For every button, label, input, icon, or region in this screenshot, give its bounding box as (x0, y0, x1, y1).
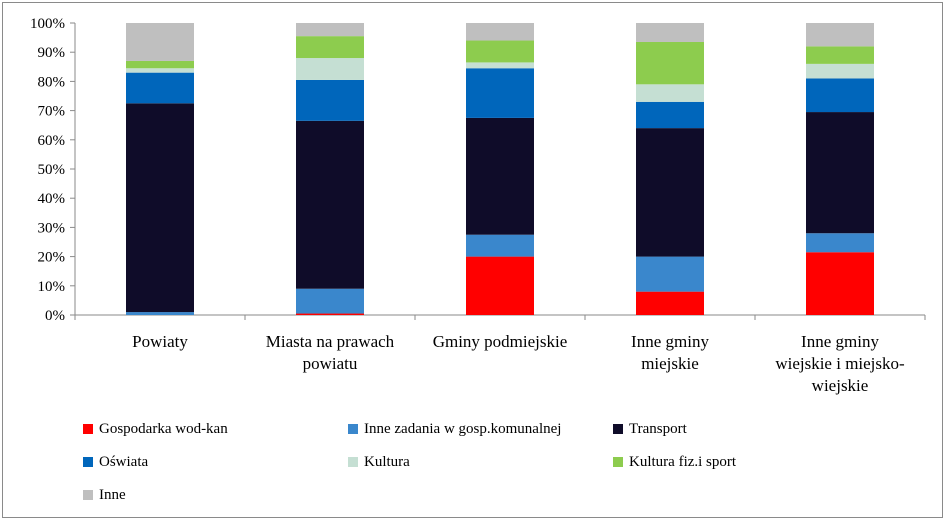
bar-segment (806, 233, 874, 253)
bar-segment (296, 120, 364, 289)
y-tick-label: 30% (38, 220, 66, 236)
labels-layer: Powiaty Miasta na prawach powiatu Gminy pod… (132, 332, 905, 395)
bar-segment (126, 312, 194, 315)
legend-item: Gospodarka wod-kan (83, 419, 348, 439)
x-category-label: Miasta na prawach powiatu (266, 332, 395, 373)
legend-swatch (613, 457, 623, 467)
legend-label: Gospodarka wod-kan (99, 420, 228, 437)
bar-segment (296, 288, 364, 314)
bar-segment (806, 23, 874, 47)
legend: Gospodarka wod-kan Inne zadania w gosp.ko… (83, 419, 903, 505)
bar-segment (296, 36, 364, 59)
bar-segment (636, 291, 704, 315)
bar-segment (296, 79, 364, 121)
legend-label: Inne zadania w gosp.komunalnej (364, 420, 562, 437)
bar-segment (466, 23, 534, 41)
bar-segment (806, 46, 874, 64)
legend-swatch (348, 457, 358, 467)
y-tick-label: 0% (45, 308, 65, 324)
bar-segment (466, 40, 534, 63)
legend-item: Oświata (83, 452, 348, 472)
bar-segment (126, 60, 194, 69)
x-category-label: Inne gminy wiejskie i miejsko-wiejskie (775, 332, 905, 395)
bar-segment (296, 58, 364, 80)
x-category-label: Inne gminy miejskie (631, 332, 709, 373)
chart-plot: 0% 10% 20% 30% 40% 50% 60% 70% 80% 90% 100% Powiat… (30, 16, 926, 395)
bar-segment (126, 72, 194, 104)
bar-segment (466, 234, 534, 257)
y-tick-label: 50% (38, 162, 66, 178)
bar-segment (466, 68, 534, 118)
bar-segment (806, 112, 874, 234)
x-category-label: Powiaty (132, 332, 188, 351)
axis-layer: 0% 10% 20% 30% 40% 50% 60% 70% 80% 90% 100% (30, 16, 926, 324)
legend-item: Kultura (348, 452, 613, 472)
bar-segment (296, 313, 364, 315)
bar-segment (466, 256, 534, 315)
bar-segment (636, 84, 704, 102)
x-category-label: Gminy podmiejskie (433, 332, 568, 351)
y-tick-label: 10% (38, 279, 66, 295)
legend-swatch (83, 490, 93, 500)
y-tick-label: 70% (38, 104, 66, 120)
legend-swatch (613, 424, 623, 434)
bar-segment (126, 23, 194, 61)
bar-segment (636, 256, 704, 292)
bar-segment (296, 23, 364, 37)
bar-segment (636, 23, 704, 42)
bar-segment (636, 101, 704, 129)
legend-item: Inne zadania w gosp.komunalnej (348, 419, 613, 439)
legend-label: Kultura fiz.i sport (629, 453, 737, 470)
legend-label: Oświata (99, 453, 149, 470)
legend-label: Kultura (364, 453, 410, 470)
bar-segment (806, 78, 874, 113)
y-tick-label: 40% (38, 191, 66, 207)
legend-label: Inne (99, 486, 126, 503)
legend-swatch (83, 424, 93, 434)
bars-layer (126, 23, 874, 315)
y-tick-label: 80% (38, 74, 66, 90)
legend-swatch (348, 424, 358, 434)
legend-label: Transport (629, 420, 687, 437)
bar-segment (636, 128, 704, 257)
bar-segment (466, 62, 534, 69)
legend-item: Transport (613, 419, 878, 439)
bar-segment (636, 41, 704, 85)
bar-segment (806, 63, 874, 79)
y-tick-label: 20% (38, 250, 66, 266)
bar-segment (466, 117, 534, 235)
y-tick-label: 60% (38, 133, 66, 149)
legend-item: Inne (83, 485, 348, 505)
bar-segment (806, 252, 874, 315)
y-tick-label: 90% (38, 45, 66, 61)
bar-segment (126, 103, 194, 313)
legend-item: Kultura fiz.i sport (613, 452, 878, 472)
y-tick-label: 100% (30, 16, 65, 32)
bar-segment (126, 68, 194, 73)
legend-swatch (83, 457, 93, 467)
